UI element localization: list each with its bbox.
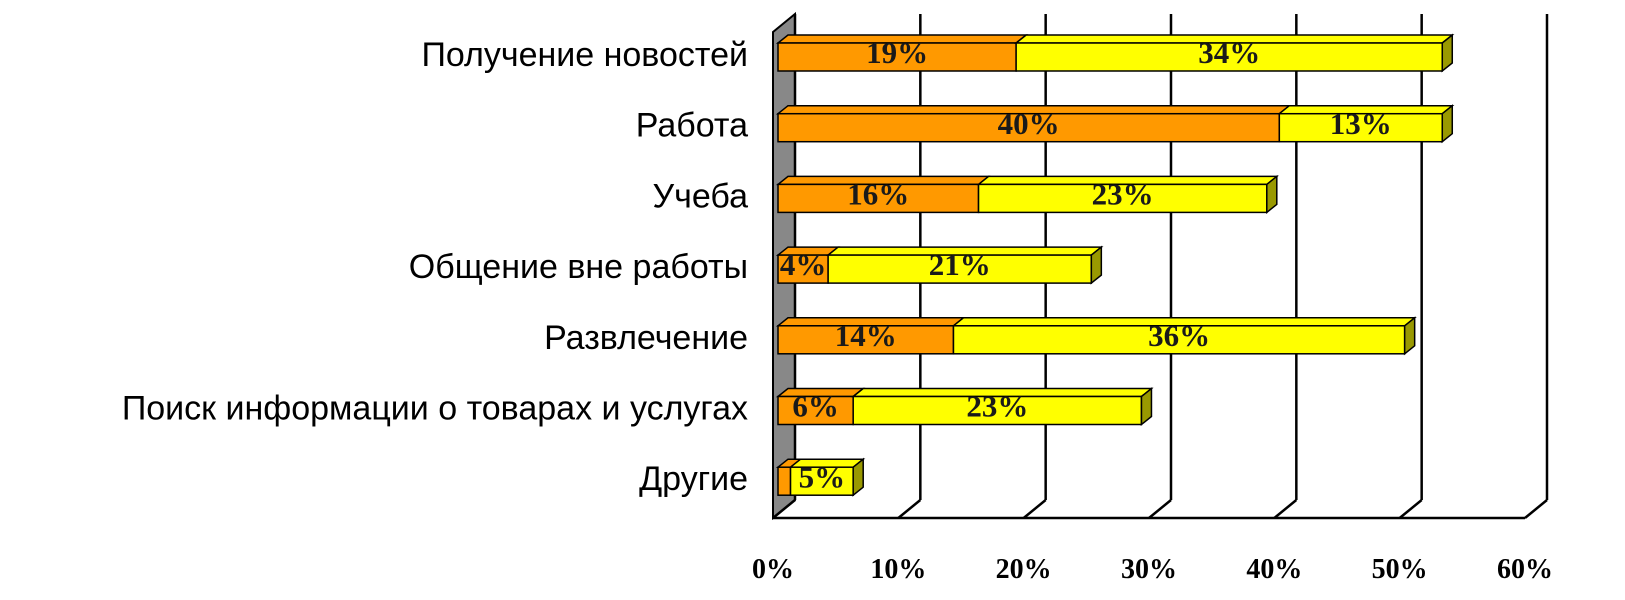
bar-side <box>1266 174 1278 214</box>
data-label: 34% <box>1198 35 1260 70</box>
category-label: Учеба <box>653 177 749 215</box>
category-label: Работа <box>636 107 748 145</box>
bar-front <box>777 395 854 426</box>
bar-front <box>777 112 1281 143</box>
category-label: Развлечение <box>544 319 748 357</box>
floor-line <box>1022 499 1047 519</box>
data-label: 16% <box>847 177 909 212</box>
data-label: 6% <box>792 389 839 424</box>
x-tick-label: 50% <box>1372 554 1428 585</box>
bar-front <box>777 254 829 284</box>
data-label: 14% <box>835 318 897 353</box>
bar-front <box>789 466 854 496</box>
x-tick-label: 10% <box>870 554 926 585</box>
bar-side <box>1090 245 1103 285</box>
bar-segment <box>851 386 1154 427</box>
bar-side <box>852 457 864 497</box>
data-label: 13% <box>1330 106 1392 141</box>
data-label: 23% <box>1092 177 1154 212</box>
x-tick-label: 60% <box>1497 554 1553 585</box>
bar-segment <box>775 175 991 214</box>
bar-segment <box>825 245 1104 285</box>
data-label: 36% <box>1148 318 1210 353</box>
x-tick-label: 20% <box>996 554 1052 585</box>
x-tick-label: 0% <box>752 554 794 585</box>
floor-line <box>1148 499 1172 519</box>
floor-line <box>1273 499 1298 519</box>
bar-front <box>852 395 1143 426</box>
bar-front <box>827 254 1093 284</box>
category-label: Общение вне работы <box>409 248 748 286</box>
bar-segment <box>788 457 866 497</box>
floor-line <box>1524 499 1548 519</box>
bar-side <box>1441 33 1454 73</box>
data-label: 21% <box>929 247 991 282</box>
bar-segment <box>775 317 966 355</box>
category-label: Поиск информации о товарах и услугах <box>122 389 748 427</box>
bar-segment <box>951 316 1417 356</box>
data-label: 5% <box>799 459 846 494</box>
bar-front <box>777 466 792 496</box>
floor-line <box>772 499 796 519</box>
data-label: 23% <box>966 389 1028 424</box>
bar-segment <box>775 387 866 426</box>
bar-segment <box>976 174 1279 214</box>
category-label: Другие <box>639 460 748 498</box>
x-tick-label: 40% <box>1246 554 1302 585</box>
bar-segment <box>1277 104 1455 144</box>
bar-front <box>777 42 1017 72</box>
bar-side <box>1441 104 1454 144</box>
bar-segment <box>1013 33 1455 73</box>
bar-front <box>952 325 1406 355</box>
data-label: 19% <box>866 35 928 70</box>
data-label: 40% <box>998 106 1060 141</box>
x-tick-label: 30% <box>1121 554 1177 585</box>
bar-side <box>1140 386 1153 427</box>
bar-front <box>777 183 980 214</box>
bar-side <box>1403 316 1416 356</box>
data-label: 4% <box>780 247 827 282</box>
category-label: Получение новостей <box>421 36 748 74</box>
floor-line <box>1398 499 1423 519</box>
bar-segment <box>775 246 841 284</box>
bar-front <box>1278 112 1444 143</box>
floor-line <box>897 499 922 519</box>
bar-front <box>777 325 955 355</box>
